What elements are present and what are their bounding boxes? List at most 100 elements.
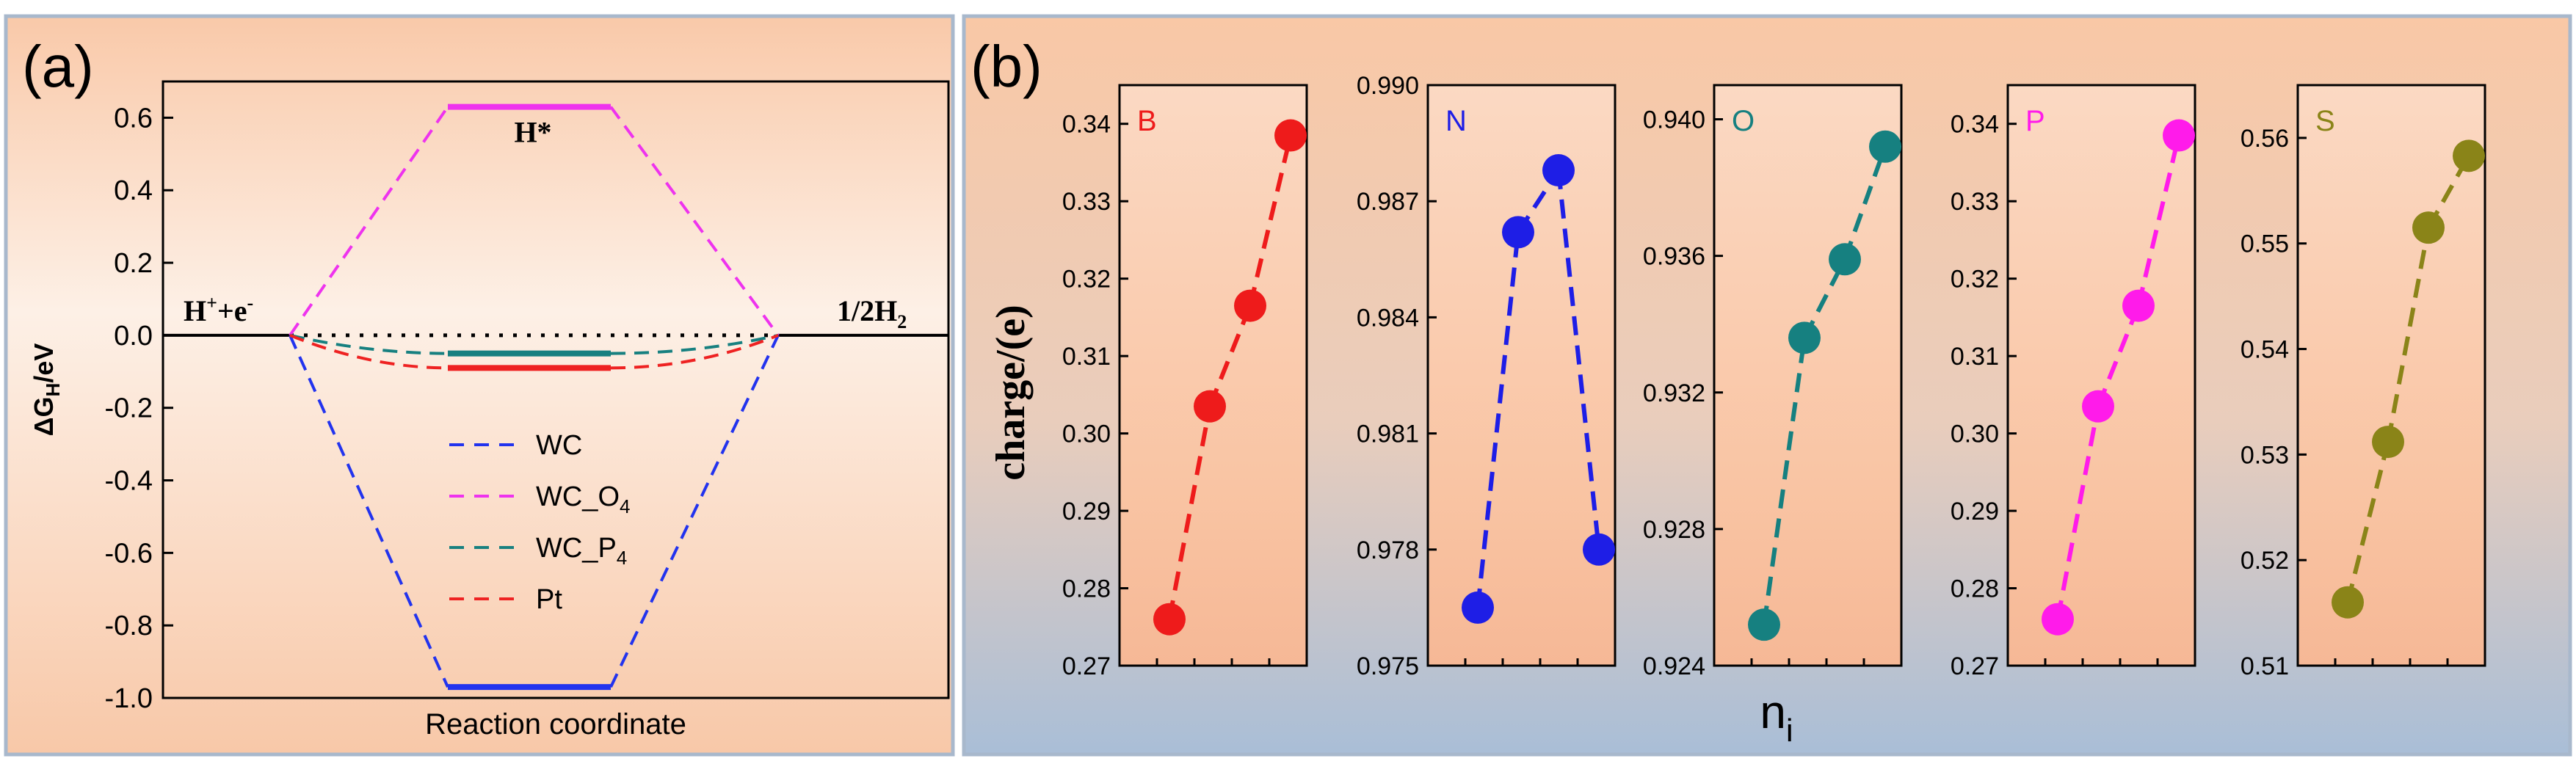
panel-b-y-tick-label: 0.29 <box>1062 498 1111 525</box>
panel-b-y-tick-label: 0.990 <box>1357 72 1419 100</box>
panel-b-y-tick-label: 0.53 <box>2241 441 2289 469</box>
panel-b-x-axis-label: ni <box>1760 685 1793 749</box>
panel-a-pt-connector-left <box>289 334 449 370</box>
panel-a-y-tick-label: -0.6 <box>105 538 153 569</box>
panel-b-y-tick-label: 0.30 <box>1062 421 1111 448</box>
panel-b-y-axis-label: charge/(e) <box>988 305 1034 480</box>
panel-a-y-tick-label: 0.6 <box>114 103 153 134</box>
panel-b-data-point <box>2412 211 2445 244</box>
panel-b-y-tick-label: 0.34 <box>1951 111 1999 139</box>
panel-a-legend: WC WC_O4 WC_P4 Pt <box>449 430 630 615</box>
panel-b-y-tick-label: 0.928 <box>1643 516 1705 544</box>
panel-b-y-tick-label: 0.33 <box>1062 188 1111 216</box>
panel-b-data-point <box>1583 533 1615 566</box>
panel-a: (a) 0.6 0.4 0.2 0.0 -0.2 -0.4 -0.6 -0.8 -1.0 ΔGH… <box>4 14 955 757</box>
panel-a-y-tick-label: -0.4 <box>105 466 153 497</box>
panel-b-y-tick-label: 0.33 <box>1951 188 1999 216</box>
panel-a-y-tick-label: -0.2 <box>105 393 153 424</box>
panel-b-y-tick-label: 0.984 <box>1357 304 1419 332</box>
panel-b-subplot-B: 0.34 0.33 0.32 0.31 0.30 0.29 0.28 0.27 B <box>1062 84 1308 680</box>
panel-b-data-point <box>2082 390 2114 423</box>
panel-b: (b) charge/(e) ni 0.340.330.320.310.300.… <box>962 14 2572 757</box>
panel-b-y-tick-label: 0.981 <box>1357 421 1419 448</box>
panel-b-subplot-label: P <box>2025 105 2045 137</box>
panel-b-data-point <box>1829 243 1861 276</box>
panel-b-data-point <box>2163 119 2195 152</box>
panel-b-connector-line <box>1167 406 1212 620</box>
panel-b-y-tick-label: 0.29 <box>1951 498 1999 525</box>
panel-b-y-tick-label: 0.987 <box>1357 188 1419 216</box>
panel-b-data-point <box>2122 289 2155 322</box>
panel-a-border <box>4 14 955 757</box>
panel-b-connector-line <box>1208 305 1252 407</box>
panel-b-connector-line <box>2096 305 2141 407</box>
panel-b-y-tick-label: 0.27 <box>1062 652 1111 680</box>
panel-b-data-point <box>2372 426 2404 459</box>
panel-b-subplot-N: 0.990 0.987 0.984 0.981 0.978 0.975 N <box>1357 72 1617 680</box>
panel-b-y-tick-label: 0.34 <box>1062 111 1111 139</box>
panel-b-connector-line <box>2056 406 2100 620</box>
panel-b-data-point <box>1748 608 1780 641</box>
panel-b-connector-line <box>2386 227 2431 443</box>
panel-b-subplot-O: 0.940 0.936 0.932 0.928 0.924 O <box>1643 84 1903 680</box>
panel-b-data-point <box>2453 139 2485 172</box>
panel-b-border <box>962 14 2572 757</box>
panel-a-plot-frame <box>162 80 950 699</box>
panel-b-y-tick-label: 0.51 <box>2241 652 2289 680</box>
panel-b-subplot-label: O <box>1732 105 1755 137</box>
panel-b-y-tick-label: 0.52 <box>2241 547 2289 575</box>
panel-b-subplot-frame <box>1118 84 1308 667</box>
panel-a-legend-label: WC <box>536 430 582 461</box>
panel-b-connector-line <box>1476 232 1520 608</box>
panel-b-y-tick-label: 0.978 <box>1357 536 1419 564</box>
panel-b-y-tick-label: 0.975 <box>1357 652 1419 680</box>
panel-a-intermediate-label: H* <box>514 116 551 149</box>
panel-b-y-tick-label: 0.56 <box>2241 125 2289 153</box>
panel-b-y-tick-label: 0.32 <box>1062 266 1111 294</box>
panel-a-wc-o4-connector-right <box>609 106 780 337</box>
panel-b-y-tick-label: 0.55 <box>2241 230 2289 258</box>
panel-a-y-ticks: 0.6 0.4 0.2 0.0 -0.2 -0.4 -0.6 -0.8 -1.0 <box>105 103 173 714</box>
panel-b-data-point <box>1869 130 1901 163</box>
panel-a-legend-label: WC_P4 <box>536 533 627 569</box>
panel-b-data-point <box>1542 154 1575 187</box>
panel-a-legend-label: WC_O4 <box>536 481 630 517</box>
panel-b-y-tick-label: 0.932 <box>1643 379 1705 407</box>
panel-b-y-tick-label: 0.924 <box>1643 652 1705 680</box>
panel-a-y-tick-label: 0.4 <box>114 175 153 206</box>
panel-a-label: (a) <box>22 34 94 99</box>
panel-b-y-tick-label: 0.940 <box>1643 106 1705 134</box>
panel-b-subplot-frame <box>1713 84 1903 667</box>
panel-b-connector-line <box>1556 170 1601 550</box>
panel-a-wc-connector-left <box>289 335 449 688</box>
panel-b-subplot-P: 0.34 0.33 0.32 0.31 0.30 0.29 0.28 0.27 P <box>1951 84 2196 680</box>
panel-b-subplot-label: B <box>1137 105 1157 137</box>
panel-a-y-axis-label: ΔGH/eV <box>29 343 64 437</box>
panel-b-y-tick-label: 0.30 <box>1951 421 1999 448</box>
panel-b-subplot-frame <box>2296 84 2486 667</box>
panel-b-y-tick-label: 0.27 <box>1951 652 1999 680</box>
panel-a-final-state-label: 1/2H2 <box>837 294 907 332</box>
panel-b-data-point <box>1788 321 1821 354</box>
panel-a-x-axis-label: Reaction coordinate <box>425 708 686 741</box>
panel-a-initial-state-label: H++e- <box>184 292 253 327</box>
panel-b-y-tick-label: 0.28 <box>1062 575 1111 603</box>
panel-b-subplot-frame <box>2006 84 2196 667</box>
panel-b-y-tick-label: 0.32 <box>1951 266 1999 294</box>
panel-b-subplot-frame <box>1426 84 1617 667</box>
panel-b-data-point <box>1153 603 1186 636</box>
panel-a-y-tick-label: -0.8 <box>105 611 153 641</box>
panel-b-data-point <box>2042 603 2074 636</box>
panel-a-y-tick-label: -1.0 <box>105 683 153 714</box>
panel-b-y-tick-label: 0.936 <box>1643 243 1705 271</box>
panel-b-y-tick-label: 0.28 <box>1951 575 1999 603</box>
panel-a-y-tick-label: 0.2 <box>114 248 153 279</box>
panel-b-y-tick-label: 0.54 <box>2241 336 2289 364</box>
panel-a-legend-label: Pt <box>536 584 562 615</box>
panel-b-y-tick-label: 0.31 <box>1951 343 1999 371</box>
panel-b-subplots: 0.34 0.33 0.32 0.31 0.30 0.29 0.28 0.27 B 0.990 0.… <box>1062 72 2486 680</box>
panel-b-data-point <box>1502 216 1534 249</box>
panel-b-data-point <box>1194 390 1226 423</box>
panel-a-wc-p4-connector-left <box>289 333 449 355</box>
